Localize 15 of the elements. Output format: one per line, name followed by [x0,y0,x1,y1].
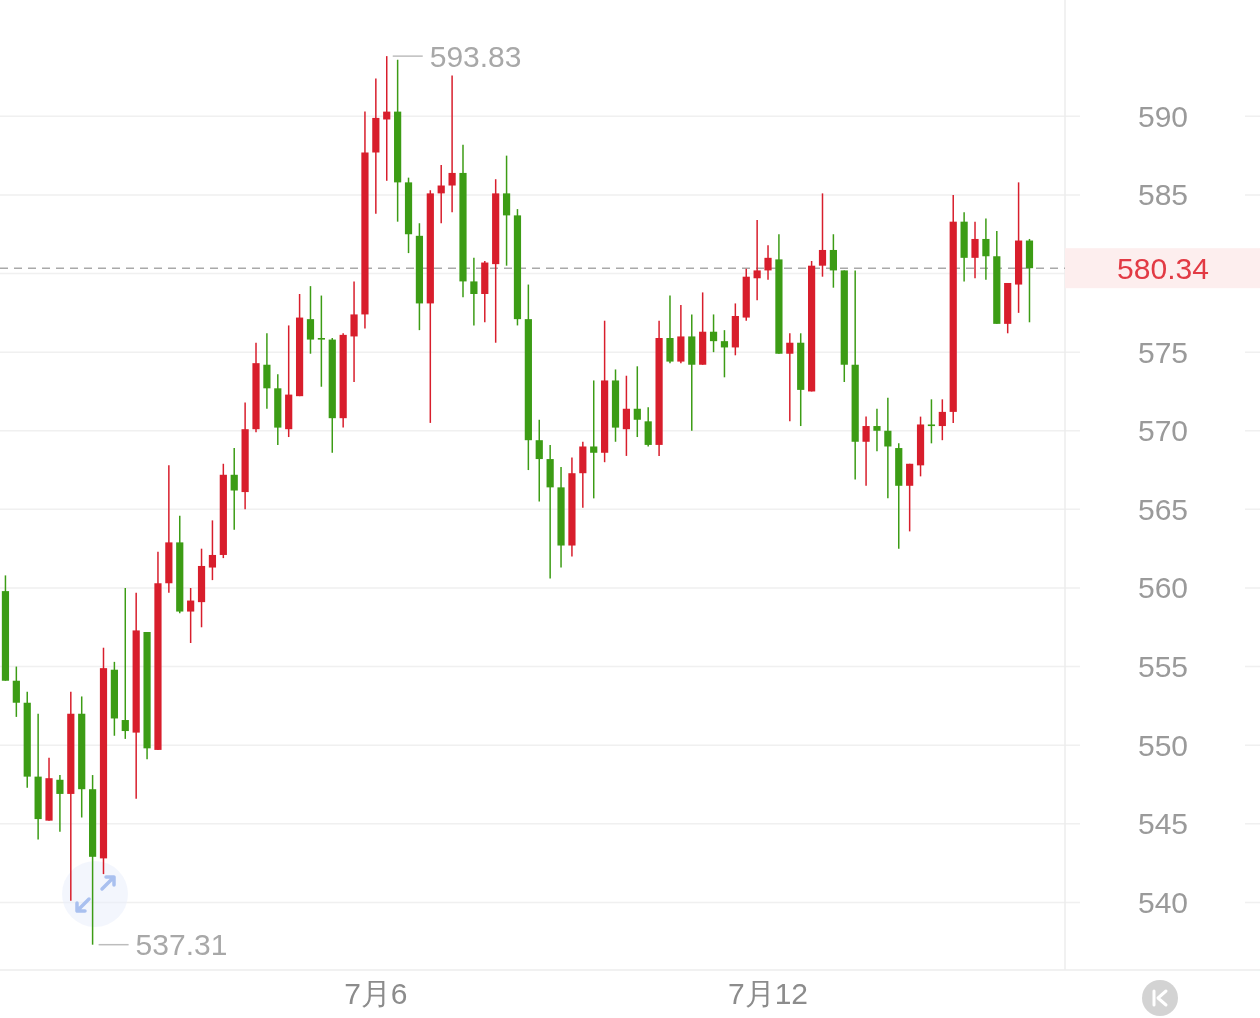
x-tick-label: 7月6 [344,976,408,1010]
annotation: 537.31 [135,928,228,962]
y-tick-label: 585 [1137,178,1189,212]
annotation: 593.83 [429,39,522,73]
y-tick-label: 555 [1137,650,1189,684]
x-tick-label: 7月12 [728,976,809,1010]
y-tick-label: 545 [1137,807,1189,841]
y-tick-label: 560 [1137,571,1189,605]
ref-label: 580.34 [1117,251,1209,285]
y-tick-label: 590 [1137,99,1189,133]
y-tick-label: 550 [1137,728,1189,762]
y-tick-label: 575 [1137,335,1189,369]
y-tick-label: 570 [1137,414,1189,448]
y-tick-label: 565 [1137,492,1189,526]
y-tick-label: 540 [1137,885,1189,919]
